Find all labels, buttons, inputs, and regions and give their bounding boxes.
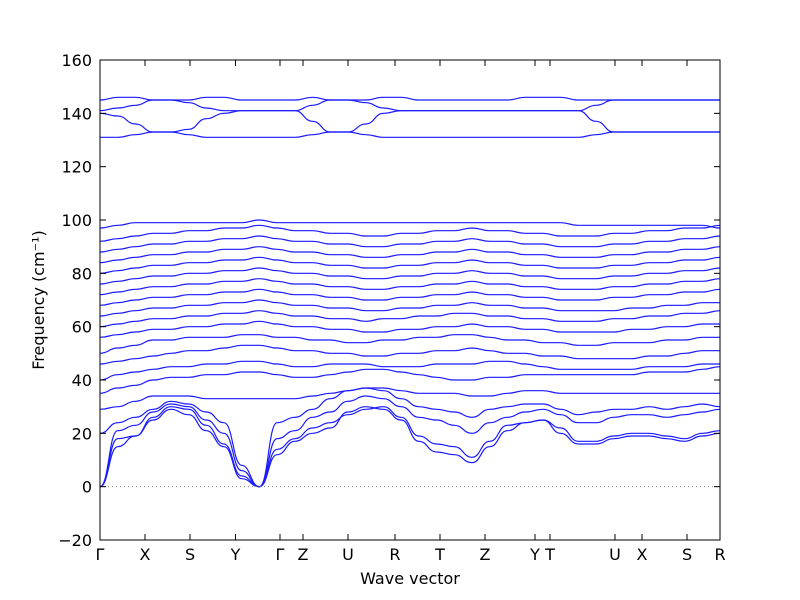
x-tick-label: Γ bbox=[96, 545, 105, 564]
y-tick-label: 60 bbox=[72, 318, 92, 337]
plot-frame bbox=[99, 59, 721, 541]
band-line-16 bbox=[100, 256, 720, 274]
band-line-4 bbox=[100, 387, 720, 488]
band-line-1 bbox=[100, 406, 720, 488]
y-axis-ticks: −20 0 20 40 60 80 100 120 140 160 bbox=[58, 51, 720, 550]
x-tick-label: X bbox=[140, 545, 151, 564]
band-line-5 bbox=[100, 387, 720, 410]
x-tick-label: Z bbox=[480, 545, 491, 564]
x-tick-label: T bbox=[544, 545, 555, 564]
bands-layer bbox=[100, 96, 720, 488]
y-tick-label: 160 bbox=[61, 51, 92, 70]
band-line-9 bbox=[100, 334, 720, 354]
band-line-8 bbox=[100, 344, 720, 365]
x-tick-label: S bbox=[185, 545, 195, 564]
band-line-3 bbox=[100, 395, 720, 488]
x-tick-label: Γ bbox=[276, 545, 285, 564]
y-tick-label: 80 bbox=[72, 264, 92, 283]
band-line-12 bbox=[100, 299, 720, 317]
y-tick-label: 0 bbox=[82, 478, 92, 497]
band-line-10 bbox=[100, 320, 720, 338]
band-line-2 bbox=[100, 406, 720, 488]
band-line-20 bbox=[100, 219, 720, 229]
y-tick-label: 20 bbox=[72, 424, 92, 443]
band-line-18 bbox=[100, 235, 720, 253]
y-tick-label: −20 bbox=[58, 531, 92, 550]
x-tick-label: R bbox=[389, 545, 400, 564]
y-tick-label: 140 bbox=[61, 104, 92, 123]
x-tick-label: U bbox=[609, 545, 621, 564]
band-line-22 bbox=[100, 110, 720, 133]
y-tick-label: 40 bbox=[72, 371, 92, 390]
band-line-17 bbox=[100, 246, 720, 264]
x-tick-label: S bbox=[682, 545, 692, 564]
x-tick-label: T bbox=[434, 545, 445, 564]
band-line-14 bbox=[100, 278, 720, 296]
x-tick-label: Z bbox=[298, 545, 309, 564]
x-tick-label: Y bbox=[230, 545, 241, 564]
band-line-7 bbox=[100, 360, 720, 381]
band-line-24 bbox=[100, 96, 720, 101]
y-tick-label: 100 bbox=[61, 211, 92, 230]
band-line-11 bbox=[100, 310, 720, 328]
y-axis-label: Frequency (cm⁻¹) bbox=[29, 230, 48, 369]
band-line-6 bbox=[100, 366, 720, 394]
band-line-19 bbox=[100, 224, 720, 242]
x-tick-label: Y bbox=[529, 545, 540, 564]
y-tick-label: 120 bbox=[61, 158, 92, 177]
x-tick-label: X bbox=[637, 545, 648, 564]
x-axis-label: Wave vector bbox=[360, 569, 460, 588]
band-line-21 bbox=[100, 131, 720, 138]
band-line-23 bbox=[100, 99, 720, 112]
band-line-13 bbox=[100, 288, 720, 306]
band-line-15 bbox=[100, 267, 720, 285]
x-tick-label: U bbox=[342, 545, 354, 564]
x-tick-label: R bbox=[714, 545, 725, 564]
